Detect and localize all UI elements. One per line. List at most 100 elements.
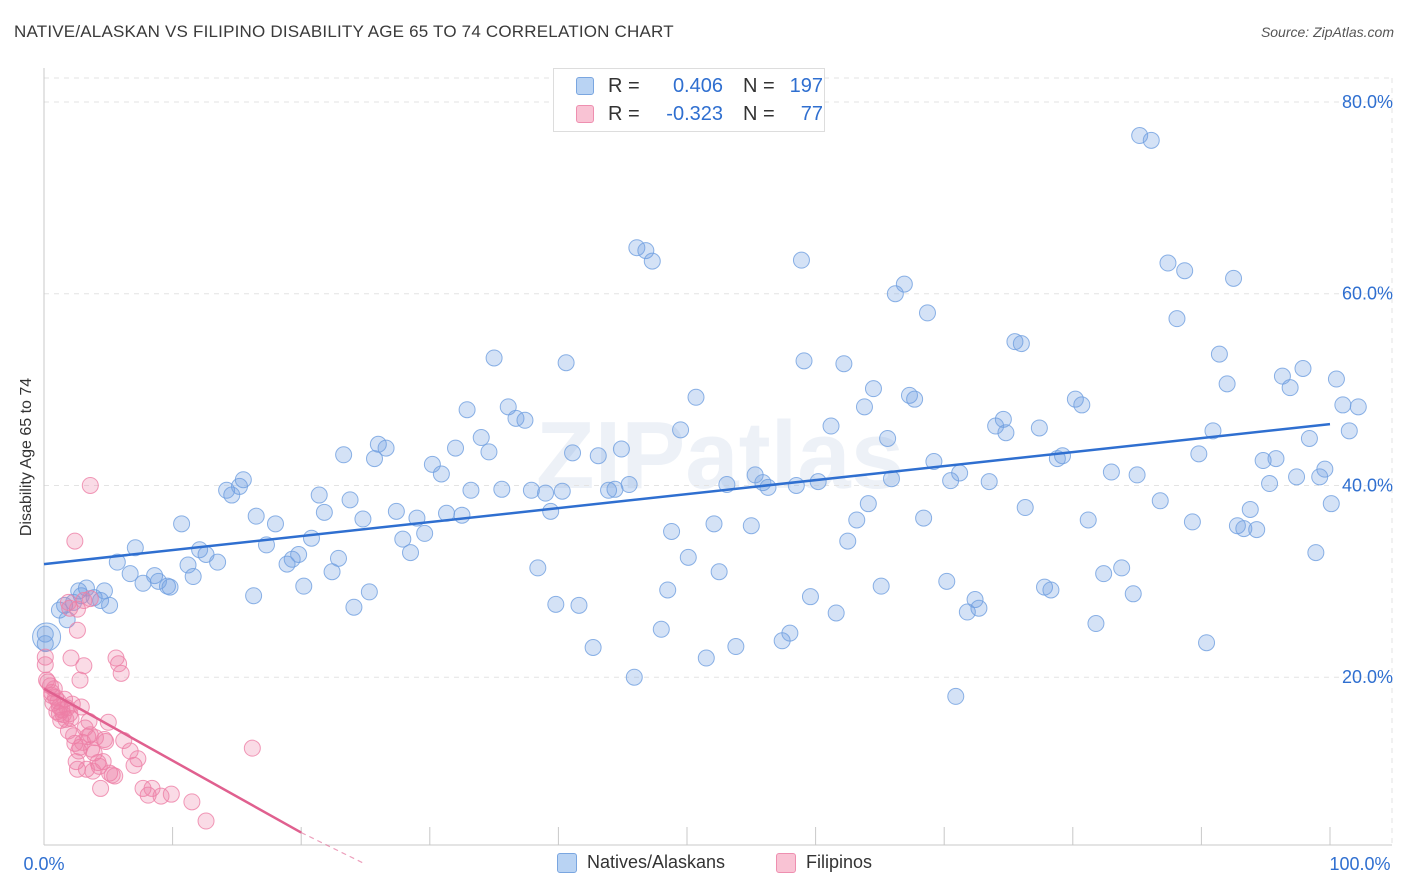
natives-point: [121, 565, 139, 583]
natives-point: [1307, 544, 1325, 562]
r-label: R =: [608, 74, 640, 97]
filipinos-point: [106, 767, 124, 785]
natives-point: [1241, 500, 1259, 518]
natives-point: [584, 638, 602, 656]
natives-point: [1218, 375, 1236, 393]
natives-point: [557, 354, 575, 372]
filipinos-swatch: [576, 105, 594, 123]
r-value: 0.406: [672, 74, 723, 97]
tick-labels: 20.0% 40.0% 60.0% 80.0% 0.0% 100.0%: [23, 92, 1393, 874]
natives-point: [951, 464, 969, 482]
natives-point: [161, 578, 179, 596]
natives-point: [295, 577, 313, 595]
natives-point: [606, 480, 624, 498]
natives-point: [101, 596, 119, 614]
natives-point: [1113, 559, 1131, 577]
natives-point: [918, 304, 936, 322]
natives-point: [245, 587, 263, 605]
filipinos-point: [85, 744, 103, 762]
natives-point: [218, 481, 236, 499]
natives-point: [485, 349, 503, 367]
natives-point: [354, 510, 372, 528]
natives-point: [1340, 422, 1358, 440]
natives-point: [947, 687, 965, 705]
natives-point: [266, 515, 284, 533]
natives-point: [886, 285, 904, 303]
natives-point: [423, 455, 441, 473]
natives-point: [1294, 360, 1312, 378]
natives-point: [1087, 615, 1105, 633]
filipinos-point: [71, 671, 89, 689]
stats-legend: R = 0.406 N = 197 R = -0.323 N = 77: [553, 68, 825, 132]
filipinos-point: [75, 657, 93, 675]
filipinos-point: [62, 649, 80, 667]
source-label: Source: ZipAtlas.com: [1260, 24, 1394, 40]
natives-point: [369, 435, 387, 453]
natives-point: [895, 275, 913, 293]
natives-point: [663, 522, 681, 540]
natives-point: [759, 478, 777, 496]
natives-point: [1030, 419, 1048, 437]
natives-point: [1235, 520, 1253, 538]
filipinos-point: [59, 593, 77, 611]
natives-point: [1349, 398, 1367, 416]
natives-point: [173, 515, 191, 533]
natives-point: [480, 443, 498, 461]
y-tick-label: 60.0%: [1342, 284, 1393, 304]
natives-point: [1267, 450, 1285, 468]
natives-point: [1281, 379, 1299, 397]
natives-point: [1190, 445, 1208, 463]
y-axis-label: Disability Age 65 to 74: [18, 377, 35, 537]
natives-point: [787, 476, 805, 494]
filipinos-point: [61, 599, 79, 617]
natives-point: [637, 242, 655, 260]
natives-point: [1248, 521, 1266, 539]
n-label: N =: [743, 74, 775, 97]
natives-point: [925, 453, 943, 470]
natives-point: [879, 429, 897, 447]
natives-point: [1042, 581, 1060, 599]
natives-point: [126, 539, 144, 557]
natives-point: [742, 517, 760, 535]
natives-point: [184, 568, 202, 586]
y-tick-label: 20.0%: [1342, 667, 1393, 687]
natives-point: [360, 583, 378, 601]
natives-point: [522, 481, 540, 499]
natives-point: [1012, 335, 1030, 353]
axes: [43, 68, 1392, 846]
natives-point: [970, 599, 988, 617]
natives-point: [1006, 333, 1024, 351]
natives-point: [1334, 396, 1352, 414]
natives-point: [827, 604, 845, 622]
natives-point: [402, 544, 420, 562]
natives-point: [1095, 565, 1113, 583]
natives-point: [1210, 345, 1228, 363]
natives-point: [36, 635, 54, 653]
natives-point: [1300, 429, 1318, 447]
natives-point: [589, 447, 607, 465]
natives-point: [453, 506, 471, 524]
natives-point: [864, 380, 882, 398]
natives-point: [447, 439, 465, 457]
natives-point: [516, 411, 534, 429]
filipinos-point: [81, 476, 99, 494]
filipinos-legend-swatch: [776, 852, 796, 873]
natives-point: [792, 251, 810, 269]
natives-point: [1016, 499, 1034, 517]
natives-point: [32, 622, 62, 652]
natives-point: [1124, 585, 1142, 603]
natives-point: [859, 495, 877, 513]
natives-point: [310, 486, 328, 504]
natives-point: [727, 638, 745, 656]
natives-point: [472, 429, 490, 447]
natives-points: [32, 127, 1367, 705]
filipinos-trend-extension: [300, 831, 366, 865]
natives-swatch: [576, 77, 594, 95]
natives-point: [612, 440, 630, 458]
natives-point: [600, 481, 618, 499]
natives-point: [1128, 466, 1146, 484]
filipinos-point: [112, 664, 130, 682]
natives-point: [209, 553, 227, 571]
filipinos-point: [152, 787, 170, 805]
natives-point: [795, 352, 813, 370]
